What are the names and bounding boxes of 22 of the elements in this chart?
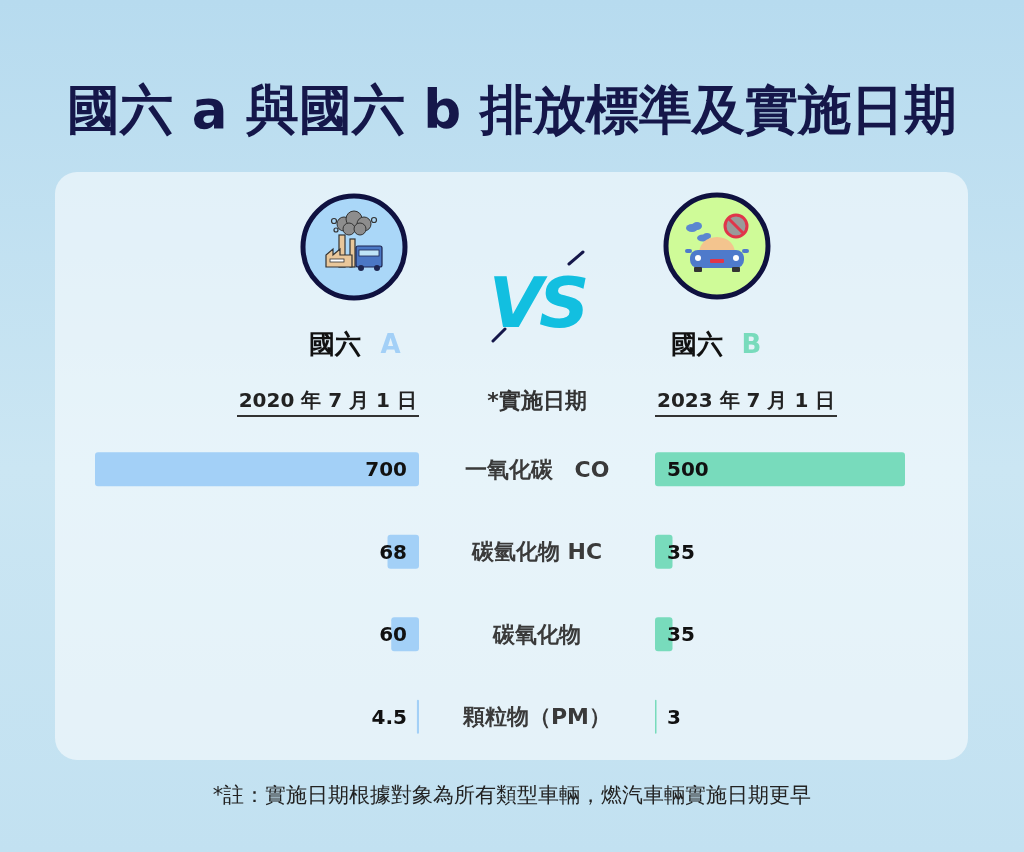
data-label: 60 xyxy=(379,622,407,647)
data-label: 4.5 xyxy=(371,704,407,729)
bar xyxy=(416,699,419,734)
y-tick-label: 碳氧化物 xyxy=(492,621,581,647)
bar xyxy=(95,452,419,487)
data-label: 35 xyxy=(667,539,695,564)
data-label: 35 xyxy=(667,622,695,647)
data-label: 3 xyxy=(667,704,681,729)
text: 2023 年 7 月 1 日 xyxy=(655,388,838,417)
data-label: 68 xyxy=(379,539,407,564)
text: 2020 年 7 月 1 日 xyxy=(236,388,419,417)
text: 國六 A xyxy=(309,329,401,359)
text: *註：實施日期根據對象為所有類型車輛，燃汽車輛實施日期更早 xyxy=(212,783,812,808)
y-tick-label: 一氧化碳 CO xyxy=(464,456,610,482)
text: 國六 B xyxy=(670,329,762,359)
text: VS xyxy=(488,262,586,344)
y-tick-label: 碳氫化物 HC xyxy=(470,539,603,565)
data-label: 700 xyxy=(365,457,407,482)
data-label: 500 xyxy=(667,457,709,482)
chart-title: 國六 a 與國六 b 排放標準及實施日期 xyxy=(67,79,957,141)
y-tick-label: 顆粒物（PM） xyxy=(461,704,612,730)
y-axis-title: *實施日期 xyxy=(487,388,587,414)
